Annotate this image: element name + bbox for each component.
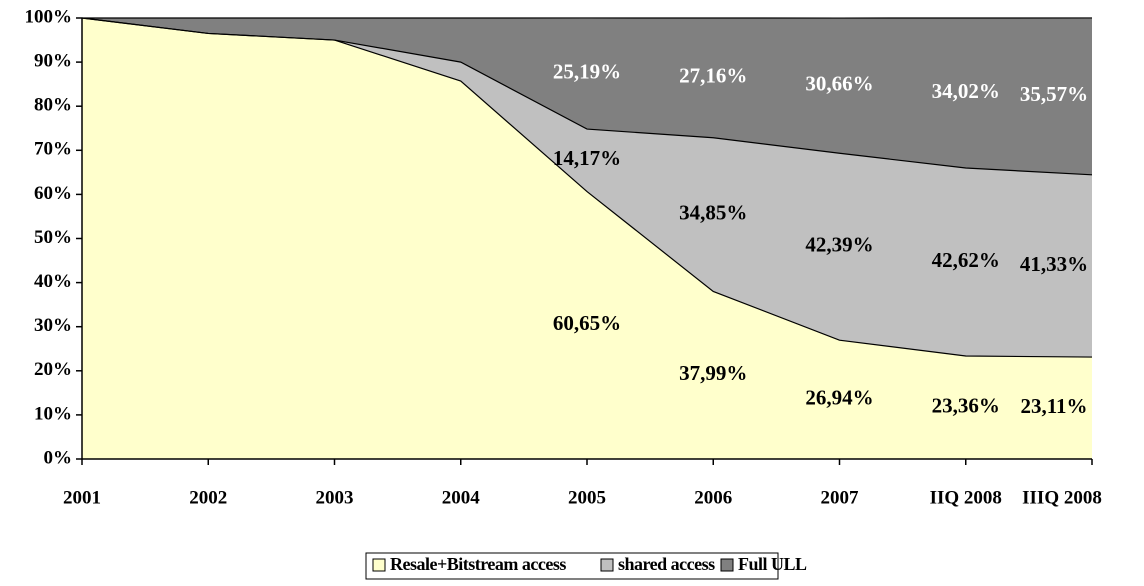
data-label: 42,39%: [805, 233, 873, 257]
data-label: 25,19%: [553, 59, 621, 83]
legend-swatch: [720, 558, 734, 572]
y-tick-label: 40%: [34, 271, 72, 292]
y-tick-label: 100%: [25, 6, 73, 27]
x-tick-label: 2006: [694, 487, 732, 508]
x-tick-label: 2001: [63, 487, 101, 508]
y-tick-label: 90%: [34, 50, 72, 71]
y-tick-label: 20%: [34, 359, 72, 380]
data-label: 23,36%: [932, 393, 1000, 417]
area: [82, 17, 1092, 175]
data-label: 26,94%: [805, 385, 873, 409]
y-tick-label: 70%: [34, 139, 72, 160]
y-tick-label: 0%: [44, 447, 73, 468]
y-tick-label: 60%: [34, 183, 72, 204]
data-label: 60,65%: [553, 311, 621, 335]
area-edge: [81, 17, 1093, 176]
y-tick-label: 50%: [34, 227, 72, 248]
x-tick-label: IIQ 2008: [930, 487, 1002, 508]
data-label: 41,33%: [1020, 252, 1088, 276]
data-label: 23,11%: [1020, 394, 1087, 418]
area: [82, 18, 1092, 459]
data-label: 30,66%: [805, 71, 873, 95]
y-tick-label: 10%: [34, 403, 72, 424]
x-tick-label: 2003: [316, 487, 354, 508]
x-tick-label: IIIQ 2008: [1022, 487, 1102, 508]
legend-swatch: [372, 558, 386, 572]
data-label: 14,17%: [553, 146, 621, 170]
legend-box: [365, 552, 779, 580]
x-tick-label: 2004: [442, 487, 481, 508]
data-label: 27,16%: [679, 64, 747, 88]
y-tick-label: 30%: [34, 315, 72, 336]
legend-label: shared access: [618, 554, 715, 574]
x-tick-label: 2007: [821, 487, 860, 508]
legend-label: Full ULL: [738, 554, 807, 574]
data-label: 34,85%: [679, 200, 747, 224]
data-label: 35,57%: [1020, 82, 1088, 106]
data-label: 42,62%: [932, 248, 1000, 272]
area: [82, 18, 1092, 358]
data-label: 34,02%: [932, 79, 1000, 103]
x-tick-label: 2002: [189, 487, 227, 508]
y-tick-label: 80%: [34, 95, 72, 116]
data-label: 37,99%: [679, 361, 747, 385]
legend-label: Resale+Bitstream access: [390, 554, 566, 574]
x-tick-label: 2005: [568, 487, 606, 508]
legend-swatch: [600, 558, 614, 572]
